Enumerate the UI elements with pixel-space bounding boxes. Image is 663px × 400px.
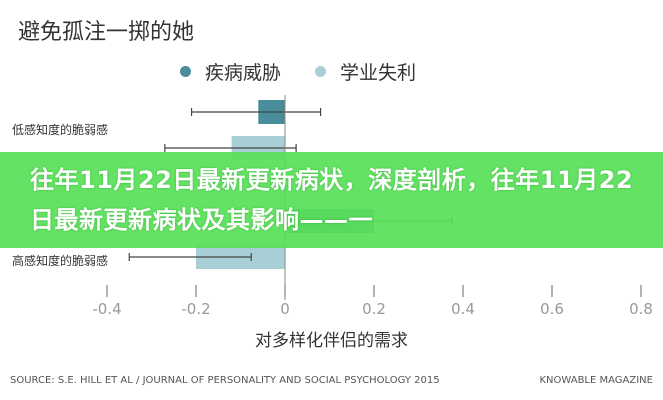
x-axis-label: 对多样化伴侣的需求 (255, 331, 408, 351)
x-tick-label: 0.8 (629, 300, 653, 318)
x-tick-label: -0.4 (92, 300, 122, 318)
title-banner (0, 152, 663, 248)
legend-dot-academic (315, 66, 327, 77)
x-tick-label: 0 (280, 300, 290, 318)
brand-text: KNOWABLE MAGAZINE (539, 375, 653, 386)
legend: 疾病威胁 学业失利 (180, 58, 416, 85)
x-tick-label: 0.4 (451, 300, 475, 318)
legend-label: 学业失利 (340, 62, 417, 84)
x-tick-label: 0.6 (540, 300, 564, 318)
category-label: 高感知度的脆弱感 (12, 254, 109, 268)
legend-item-academic: 学业失利 (315, 58, 416, 85)
banner-title: 往年11月22日最新更新病状，深度剖析，往年11月22日最新更新病状及其影响——… (30, 166, 634, 234)
chart-title: 避免孤注一掷的她 (18, 20, 195, 45)
legend-label: 疾病威胁 (205, 62, 282, 84)
source-text: SOURCE: S.E. HILL ET AL / JOURNAL OF PER… (10, 375, 440, 386)
legend-dot-disease (180, 66, 191, 77)
x-tick-label: 0.2 (362, 300, 386, 318)
x-tick-label: -0.2 (181, 300, 211, 318)
category-label: 低感知度的脆弱感 (12, 123, 109, 137)
legend-item-disease: 疾病威胁 (180, 58, 281, 85)
